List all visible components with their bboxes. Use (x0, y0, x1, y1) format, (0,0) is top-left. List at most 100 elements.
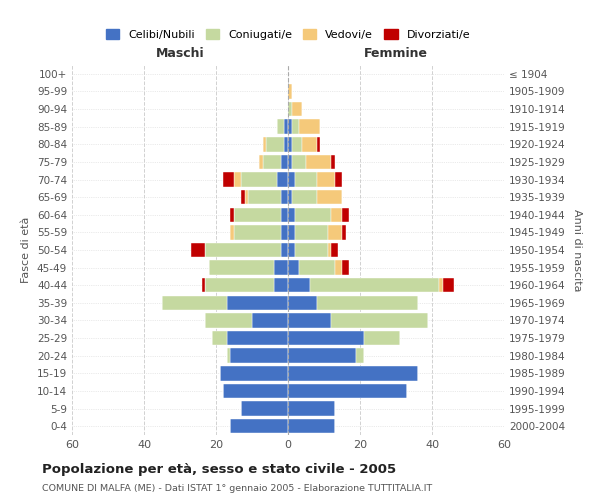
Bar (299, 120, 320, 134)
Bar (288, 419, 335, 434)
Bar (223, 384, 288, 398)
Bar (209, 260, 274, 275)
Bar (281, 190, 288, 204)
Bar (205, 278, 274, 292)
Bar (288, 366, 418, 380)
Bar (288, 296, 317, 310)
Bar (227, 296, 288, 310)
Bar (220, 366, 288, 380)
Bar (306, 154, 331, 169)
Bar (263, 154, 281, 169)
Bar (245, 190, 248, 204)
Bar (252, 314, 288, 328)
Bar (212, 331, 227, 345)
Bar (288, 190, 292, 204)
Bar (356, 348, 364, 363)
Bar (241, 402, 288, 416)
Bar (317, 137, 320, 152)
Bar (288, 137, 292, 152)
Bar (292, 120, 299, 134)
Bar (241, 172, 277, 186)
Bar (342, 225, 346, 240)
Bar (292, 190, 317, 204)
Bar (288, 225, 295, 240)
Bar (274, 278, 288, 292)
Bar (230, 419, 288, 434)
Bar (292, 154, 306, 169)
Bar (288, 172, 295, 186)
Bar (281, 225, 288, 240)
Bar (288, 278, 310, 292)
Bar (259, 154, 263, 169)
Bar (281, 208, 288, 222)
Y-axis label: Anni di nascita: Anni di nascita (572, 209, 582, 291)
Bar (281, 154, 288, 169)
Bar (248, 190, 281, 204)
Bar (288, 314, 331, 328)
Text: Maschi: Maschi (155, 46, 205, 60)
Bar (292, 137, 302, 152)
Bar (335, 172, 342, 186)
Bar (230, 208, 234, 222)
Bar (288, 260, 299, 275)
Bar (284, 137, 288, 152)
Bar (443, 278, 454, 292)
Text: COMUNE DI MALFA (ME) - Dati ISTAT 1° gennaio 2005 - Elaborazione TUTTITALIA.IT: COMUNE DI MALFA (ME) - Dati ISTAT 1° gen… (42, 484, 432, 493)
Bar (266, 137, 284, 152)
Bar (331, 208, 342, 222)
Bar (263, 137, 266, 152)
Bar (223, 172, 234, 186)
Bar (191, 243, 205, 257)
Bar (299, 260, 335, 275)
Bar (342, 208, 349, 222)
Bar (284, 120, 288, 134)
Bar (288, 102, 292, 117)
Bar (328, 225, 342, 240)
Bar (288, 84, 292, 98)
Bar (364, 331, 400, 345)
Bar (302, 137, 317, 152)
Bar (241, 190, 245, 204)
Bar (227, 348, 230, 363)
Bar (162, 296, 227, 310)
Bar (292, 102, 302, 117)
Bar (310, 278, 439, 292)
Bar (288, 348, 356, 363)
Bar (205, 243, 281, 257)
Bar (317, 296, 418, 310)
Y-axis label: Fasce di età: Fasce di età (22, 217, 31, 283)
Bar (335, 260, 342, 275)
Bar (331, 314, 428, 328)
Bar (317, 172, 335, 186)
Text: Popolazione per età, sesso e stato civile - 2005: Popolazione per età, sesso e stato civil… (42, 462, 396, 475)
Bar (331, 243, 338, 257)
Bar (277, 172, 288, 186)
Bar (277, 120, 284, 134)
Bar (328, 243, 331, 257)
Bar (439, 278, 443, 292)
Bar (342, 260, 349, 275)
Bar (234, 208, 281, 222)
Bar (274, 260, 288, 275)
Bar (205, 314, 252, 328)
Bar (288, 120, 292, 134)
Bar (234, 172, 241, 186)
Bar (295, 243, 328, 257)
Bar (288, 208, 295, 222)
Bar (281, 243, 288, 257)
Legend: Celibi/Nubili, Coniugati/e, Vedovi/e, Divorziati/e: Celibi/Nubili, Coniugati/e, Vedovi/e, Di… (103, 26, 473, 44)
Bar (331, 154, 335, 169)
Bar (295, 225, 328, 240)
Bar (288, 384, 407, 398)
Text: Femmine: Femmine (364, 46, 428, 60)
Bar (317, 190, 342, 204)
Bar (230, 225, 234, 240)
Bar (234, 225, 281, 240)
Bar (288, 154, 292, 169)
Bar (230, 348, 288, 363)
Bar (295, 208, 331, 222)
Bar (288, 243, 295, 257)
Bar (295, 172, 317, 186)
Bar (227, 331, 288, 345)
Bar (288, 402, 335, 416)
